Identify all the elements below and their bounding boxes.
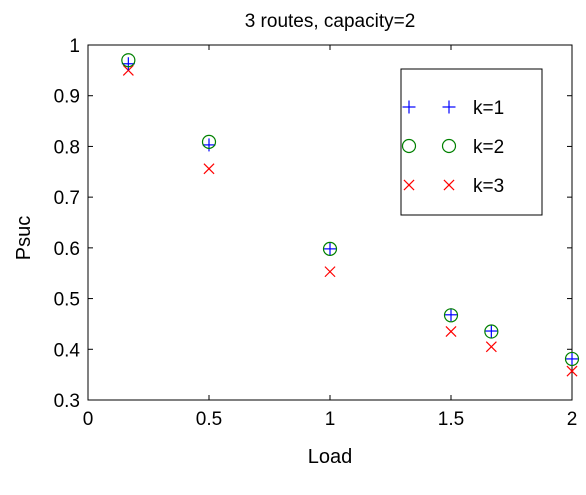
data-point-k1-3 (323, 242, 337, 256)
y-tick-label: 0.9 (54, 87, 80, 108)
data-point-k3-6 (566, 365, 578, 377)
legend-marker-k2 (401, 138, 417, 154)
y-tick-label: 0.6 (54, 239, 80, 260)
y-tick-label: 0.3 (54, 391, 80, 412)
x-tick-label: 1 (325, 409, 336, 430)
legend-marker-k3 (403, 179, 415, 191)
x-tick-label: 1.5 (438, 409, 464, 430)
data-markers (121, 53, 580, 377)
data-point-k3-1 (122, 64, 134, 76)
legend-marker-k1 (402, 100, 416, 114)
data-point-k3-3 (324, 266, 336, 278)
x-tick-labels: 0 0.5 1 1.5 2 (83, 409, 578, 430)
data-point-k1-6 (565, 352, 579, 366)
data-point-k3-2 (203, 163, 215, 175)
data-point-k3-4 (445, 326, 457, 338)
y-tick-label: 0.8 (54, 137, 80, 158)
data-point-k1-1 (121, 57, 135, 71)
data-point-k3-5 (485, 341, 497, 353)
x-tick-label: 0 (83, 409, 94, 430)
y-tick-label: 0.5 (54, 290, 80, 311)
data-point-k1-4 (444, 308, 458, 322)
x-tick-label: 0.5 (196, 409, 222, 430)
legend-box (400, 68, 543, 216)
data-point-k2-2 (201, 134, 217, 149)
y-tick-label: 1 (69, 36, 80, 57)
legend-marker-k1-2 (442, 100, 456, 114)
data-point-k2-3 (322, 241, 338, 256)
chart-title: 3 routes, capacity=2 (245, 11, 416, 32)
data-point-k2-1 (121, 53, 136, 68)
legend-label-k3: k=3 (473, 176, 504, 197)
legend-marker-k2-2 (441, 138, 457, 154)
legend-label-k2: k=2 (473, 137, 504, 158)
data-point-k2-4 (443, 308, 459, 323)
legend-marker-k3-2 (443, 179, 455, 191)
axis-ticks (87, 44, 573, 401)
data-point-k2-6 (564, 351, 580, 367)
y-tick-labels: 0.3 0.4 0.5 0.6 0.7 0.8 0.9 1 (54, 36, 81, 412)
x-tick-label: 2 (567, 409, 578, 430)
legend-label-k1: k=1 (473, 98, 504, 119)
y-tick-label: 0.7 (54, 188, 80, 209)
data-point-k1-5 (484, 324, 498, 338)
y-axis-title: Psuc (13, 216, 35, 260)
data-point-k1-2 (202, 138, 216, 152)
data-point-k2-5 (484, 324, 499, 339)
y-tick-label: 0.4 (54, 340, 81, 361)
x-axis-title: Load (308, 446, 353, 468)
legend: k=1 k=2 k=3 (400, 68, 543, 216)
